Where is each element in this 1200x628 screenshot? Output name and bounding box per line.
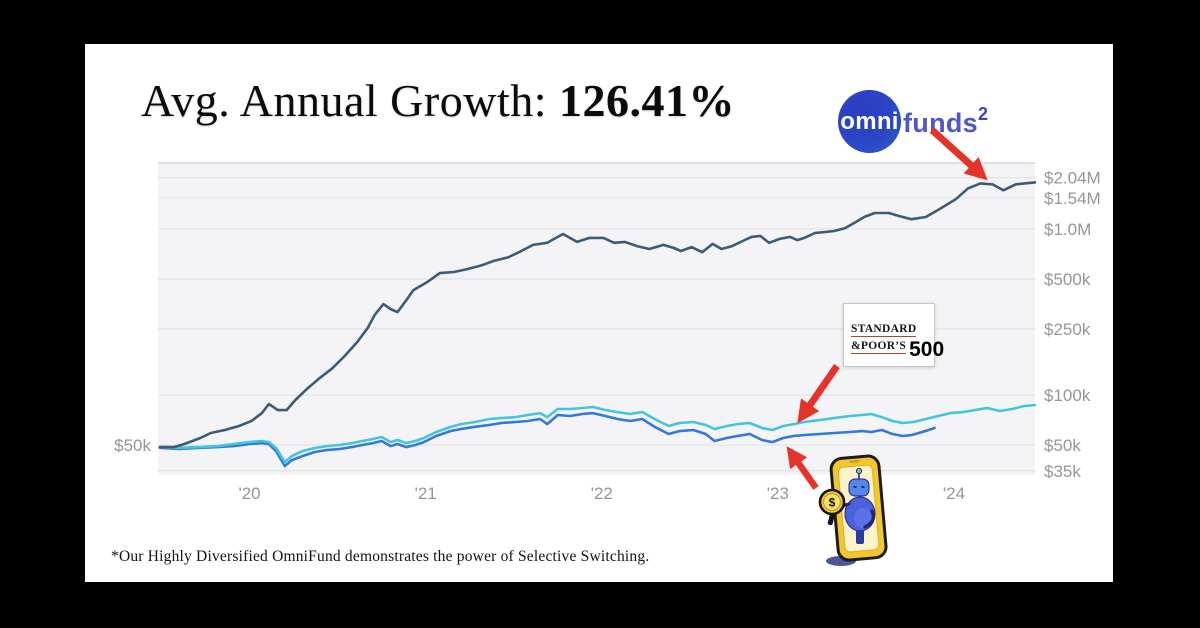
y-tick-label: $250k [1044,320,1091,339]
sp500-logo-standard-text: STANDARD [851,323,917,338]
sp500-logo-badge: STANDARD &POOR’S 500 [843,303,944,367]
robot-mascot-illustration: $ [818,454,888,566]
x-tick-label: '23 [767,484,789,503]
omnifunds-logo-superscript: 2 [978,104,989,124]
series-line-omnifund [158,181,1037,449]
y-left-label: $50k [114,436,151,455]
robot-leg [856,530,864,544]
y-tick-label: $1.0M [1044,220,1091,239]
robot-antenna [855,467,863,475]
series-line-blue-index [158,411,936,468]
sp500-logo-inner: STANDARD &POOR’S 500 [851,320,944,360]
x-tick-label: '21 [415,484,437,503]
mascot-magnifier: $ [818,488,846,526]
slide-card: $2.04M $1.54M $1.0M $500k $250k $100k $50k $35k… [85,44,1113,582]
x-tick-label: '22 [591,484,613,503]
series-line-sp500 [158,403,1037,464]
sp500-logo-poors-text: &POOR’S [851,340,907,354]
y-tick-label: $2.04M [1044,169,1101,188]
omnifunds-logo-omni-text: omni [840,107,899,135]
robot-head [848,478,870,497]
omnifunds-logo-funds-text: funds [903,108,978,138]
omnifunds-logo-wordmark: funds2 [903,104,989,139]
y-tick-label: $100k [1044,386,1091,405]
x-tick-label: '20 [238,484,260,503]
robot-arm-right [863,509,876,529]
magnifier-dollar-symbol: $ [829,496,836,510]
omnifunds-logo-circle: omni [838,90,901,153]
growth-value: 126.41% [559,75,736,126]
x-tick-label: '24 [943,484,965,503]
sp500-logo-500-text: 500 [909,338,945,362]
y-tick-label: $1.54M [1044,189,1101,208]
title-text: Avg. Annual Growth: [141,75,560,126]
phone-speaker [849,459,860,464]
y-tick-label: $500k [1044,270,1091,289]
y-tick-label: $35k [1044,462,1081,481]
y-tick-label: $50k [1044,436,1081,455]
footnote: *Our Highly Diversified OmniFund demonst… [111,548,650,565]
page-title: Avg. Annual Growth: 126.41% [141,74,735,127]
mascot-robot [835,467,876,544]
